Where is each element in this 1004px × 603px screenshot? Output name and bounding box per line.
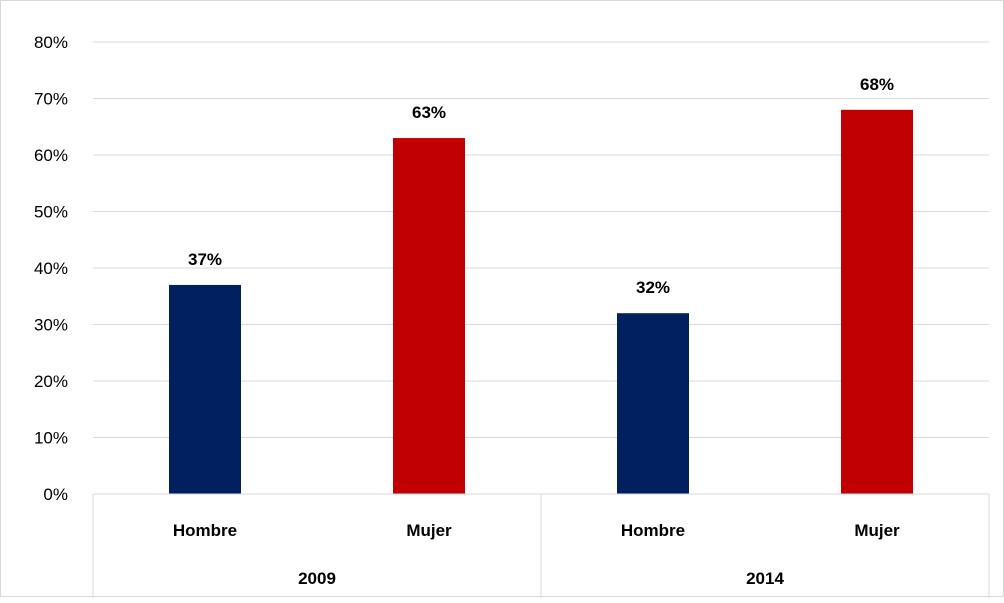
bar [617,313,689,494]
bar [841,109,913,495]
data-label: 37% [188,250,222,269]
x-axis: Hombre Mujer 2009 Hombre Mujer 2014 [92,493,990,598]
x-category-label: Mujer [406,521,452,540]
y-tick-label: 60% [34,146,68,165]
x-category-label: Hombre [621,521,685,540]
y-tick-label: 70% [34,90,68,109]
y-tick-label: 80% [34,33,68,52]
y-tick-label: 20% [34,372,68,391]
bars [169,109,913,495]
bar [169,284,241,494]
y-tick-label: 50% [34,203,68,222]
y-axis-ticks: 0% 10% 20% 30% 40% 50% 60% 70% 80% [34,33,68,504]
data-label: 32% [636,278,670,297]
bar [393,138,465,495]
y-tick-label: 10% [34,429,68,448]
x-category-label: Hombre [173,521,237,540]
x-category-label: Mujer [854,521,900,540]
data-labels: 37% 63% 32% 68% [188,75,894,297]
x-group-label: 2014 [746,569,784,588]
data-label: 68% [860,75,894,94]
gridlines [93,41,989,438]
y-tick-label: 30% [34,316,68,335]
y-tick-label: 40% [34,259,68,278]
y-tick-label: 0% [43,485,68,504]
x-group-label: 2009 [298,569,336,588]
data-label: 63% [412,103,446,122]
